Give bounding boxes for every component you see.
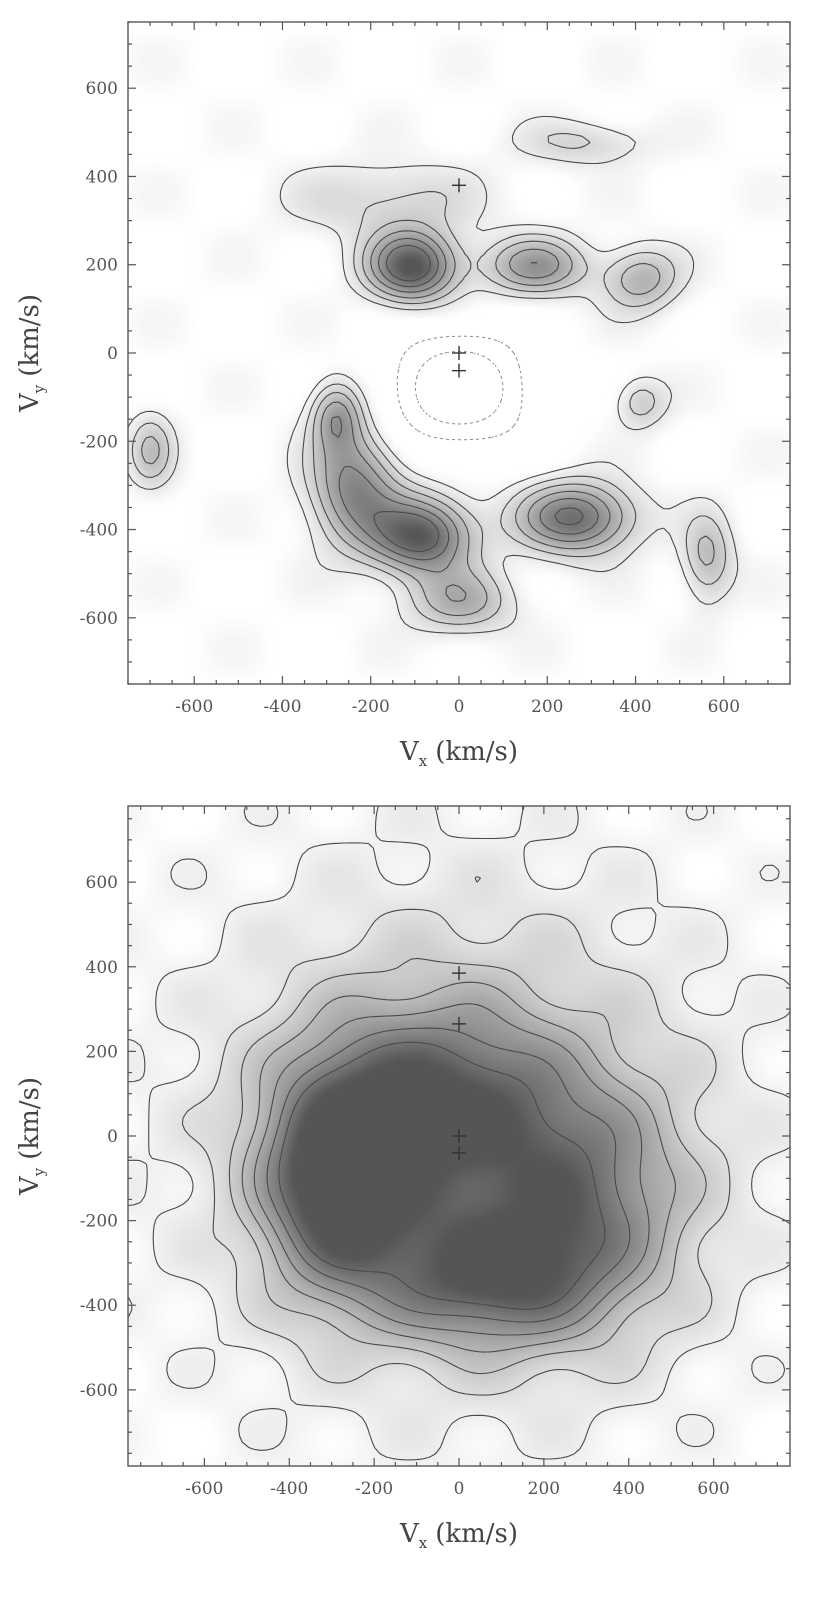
y-tick-label: 600 bbox=[86, 873, 118, 893]
top-contour-plot: -600 -400 -200 0 200 400 600 -600 -400 -200 0 200 40… bbox=[15, 21, 791, 770]
bottom-contour-plot: -600 -400 -200 0 200 400 600 -600 -400 -200 0 200 40… bbox=[15, 805, 791, 1552]
bottom-contour-panel: -600 -400 -200 0 200 400 600 -600 -400 -200 0 200 40… bbox=[0, 800, 830, 1600]
y-axis-title: Vy(km/s) bbox=[15, 1077, 48, 1196]
plus-marker bbox=[452, 1016, 466, 1031]
contour-level-0 bbox=[414, 350, 504, 425]
x-tick-label: 0 bbox=[454, 697, 465, 717]
y-tick-label: 200 bbox=[86, 256, 118, 276]
x-tick-label: -200 bbox=[355, 1479, 393, 1499]
y-tick-label: 400 bbox=[86, 167, 118, 187]
y-tick-label: 0 bbox=[107, 1127, 118, 1147]
x-tick-label: -400 bbox=[263, 697, 301, 717]
contour-level-5 bbox=[320, 230, 611, 602]
top-contour-panel: -600 -400 -200 0 200 400 600 -600 -400 -200 0 200 40… bbox=[0, 0, 830, 790]
y-tick-label: -600 bbox=[80, 609, 118, 629]
x-tick-label: -200 bbox=[352, 697, 390, 717]
x-axis-title: Vx (km/s) bbox=[399, 1519, 518, 1552]
plus-marker bbox=[452, 178, 466, 193]
plus-marker bbox=[452, 966, 466, 981]
contour-level-4 bbox=[253, 1003, 650, 1336]
y-tick-label: -400 bbox=[80, 1296, 118, 1316]
contour-level-1 bbox=[396, 335, 523, 441]
x-tick-label: -600 bbox=[185, 1479, 223, 1499]
y-tick-label: 600 bbox=[86, 79, 118, 99]
x-axis-title: Vx (km/s) bbox=[399, 737, 518, 770]
x-tick-label: -400 bbox=[270, 1479, 308, 1499]
contour-level-5 bbox=[266, 1027, 631, 1323]
y-tick-label: 200 bbox=[86, 1042, 118, 1062]
x-tick-label: -600 bbox=[175, 697, 213, 717]
x-tick-label: 200 bbox=[528, 1479, 560, 1499]
x-tick-label: 600 bbox=[708, 697, 740, 717]
y-tick-label: 0 bbox=[107, 344, 118, 364]
plus-marker bbox=[452, 1129, 466, 1143]
contour-level-4 bbox=[141, 219, 715, 617]
x-tick-label: 0 bbox=[454, 1479, 465, 1499]
y-tick-label: -200 bbox=[80, 432, 118, 452]
plus-marker bbox=[452, 363, 466, 378]
y-axis-title: Vy(km/s) bbox=[15, 294, 48, 413]
contour-level-3 bbox=[131, 132, 727, 625]
plus-marker bbox=[452, 346, 466, 360]
y-tick-label: -200 bbox=[80, 1212, 118, 1232]
contour-level-1 bbox=[181, 876, 731, 1396]
y-tick-label: -600 bbox=[80, 1381, 118, 1401]
x-tick-label: 400 bbox=[619, 697, 651, 717]
y-tick-label: 400 bbox=[86, 958, 118, 978]
contour-level-3 bbox=[241, 981, 676, 1353]
y-tick-label: -400 bbox=[80, 521, 118, 541]
x-tick-label: 200 bbox=[531, 697, 563, 717]
contour-level-6 bbox=[330, 237, 599, 561]
contour-level-2 bbox=[228, 957, 707, 1375]
contour-level-0 bbox=[127, 805, 791, 1461]
plus-marker bbox=[452, 1145, 466, 1160]
contour-level-2 bbox=[127, 115, 739, 634]
contour-level-6 bbox=[278, 1041, 606, 1310]
x-tick-label: 400 bbox=[613, 1479, 645, 1499]
x-tick-label: 600 bbox=[697, 1479, 729, 1499]
contour-level-7 bbox=[373, 244, 584, 553]
